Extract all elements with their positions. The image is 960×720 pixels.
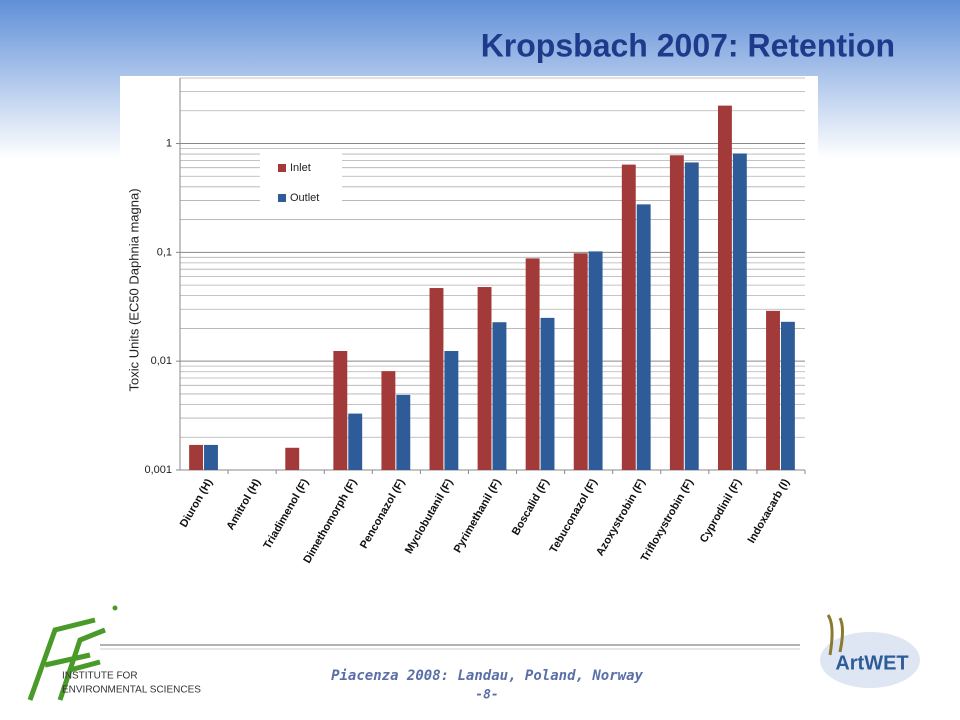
bar: [669, 155, 684, 471]
bar: [204, 444, 218, 470]
bar: [444, 351, 459, 470]
footer-event: Piacenza 2008: Landau, Poland, Norway: [331, 668, 643, 684]
logo-dot: [112, 605, 118, 611]
legend-box: [260, 152, 342, 218]
bar: [492, 322, 507, 470]
slide-title: Kropsbach 2007: Retention: [481, 27, 895, 63]
footer-page: -8-: [475, 688, 498, 703]
bar: [732, 153, 747, 470]
bar: [348, 413, 363, 470]
bar: [333, 351, 348, 470]
y-axis-label: Toxic Units (EC50 Daphnia magna): [126, 188, 141, 391]
bar: [684, 162, 699, 470]
institute-logo: INSTITUTE FOR ENVIRONMENTAL SCIENCES: [27, 605, 201, 701]
legend-label: Outlet: [290, 192, 319, 204]
bar: [285, 447, 300, 470]
y-tick-label: 0,1: [157, 246, 172, 258]
bar: [766, 310, 780, 470]
bar: [717, 105, 732, 471]
legend-label: Inlet: [290, 162, 311, 174]
bar: [621, 164, 636, 471]
project-text: ArtWET: [835, 652, 908, 674]
bar: [540, 317, 555, 470]
y-tick-label: 0,001: [144, 464, 172, 476]
institute-text: INSTITUTE FOR: [62, 671, 138, 682]
bar: [189, 444, 204, 470]
y-tick-label: 1: [166, 137, 172, 149]
bar: [525, 258, 540, 470]
logo-mark: [27, 617, 106, 701]
bar: [636, 204, 651, 470]
bar: [396, 394, 411, 470]
logo-reeds: [826, 614, 844, 656]
legend-swatch: [278, 164, 286, 172]
legend-swatch: [278, 194, 286, 202]
bar: [588, 251, 603, 470]
logo-shape: [820, 632, 920, 688]
institute-text: ENVIRONMENTAL SCIENCES: [62, 685, 201, 696]
bar: [573, 253, 588, 470]
project-logo: ArtWET: [820, 614, 920, 688]
bar: [780, 321, 795, 470]
bar: [477, 287, 492, 470]
bar: [381, 371, 396, 470]
chart-area: [120, 76, 818, 596]
bar: [429, 288, 444, 470]
y-tick-label: 0,01: [151, 355, 172, 367]
